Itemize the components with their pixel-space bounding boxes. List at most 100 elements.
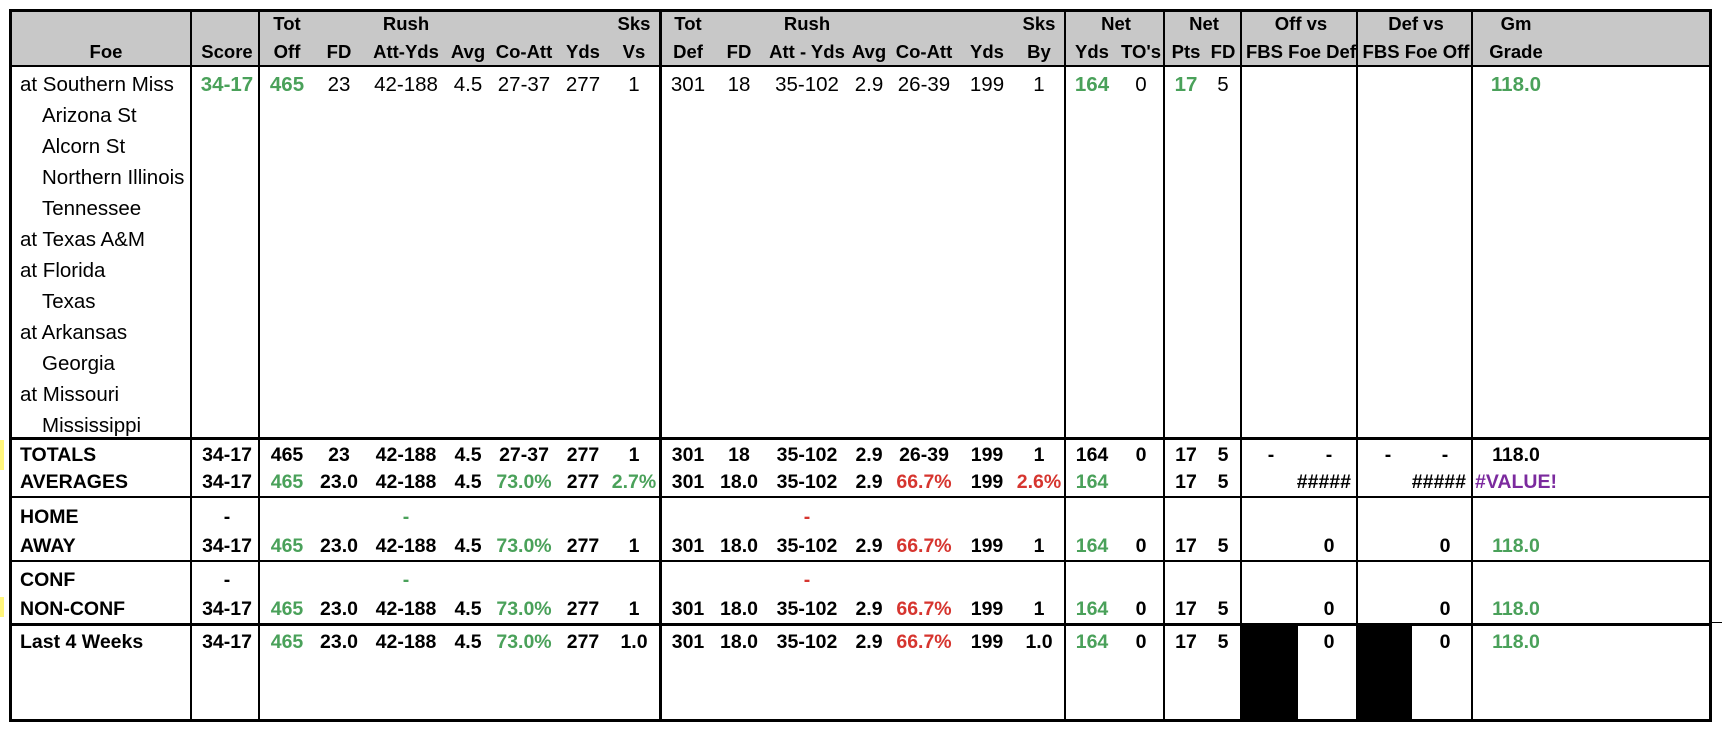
summary-def-co-att: 66.7% <box>896 631 952 653</box>
summary-sks-vs: 1.0 <box>620 631 648 653</box>
def-fd-cell: 18 <box>727 73 751 96</box>
home-label: HOME <box>20 506 79 528</box>
summary-tot-off: 465 <box>270 535 304 557</box>
summary-off-vs: 0 <box>1323 631 1335 653</box>
header-off: Off <box>273 41 301 62</box>
summary-avg: 4.5 <box>454 471 482 493</box>
grid-line <box>659 12 662 722</box>
score-cell: 34-17 <box>200 73 254 96</box>
summary-co-att: 73.0% <box>496 598 552 620</box>
header-grade: Grade <box>1489 41 1543 62</box>
header-def-att-yds: Att - Yds <box>769 41 845 62</box>
summary-avg: 4.5 <box>454 598 482 620</box>
def-avg-cell: 2.9 <box>854 73 884 96</box>
summary-off-vs: 0 <box>1323 598 1335 620</box>
summary-def-avg: 2.9 <box>855 631 883 653</box>
summary-yds: 277 <box>566 535 600 557</box>
summary-def-yds: 199 <box>970 598 1004 620</box>
summary-off-b: - <box>1325 444 1333 466</box>
conf-label: CONF <box>20 569 76 591</box>
summary-def-yds: 199 <box>970 444 1004 466</box>
summary-def-co-att: 66.7% <box>896 598 952 620</box>
header-yds: Yds <box>566 41 600 62</box>
summary-tot-def: 301 <box>671 631 705 653</box>
header-score: Score <box>201 41 253 62</box>
header-def-yds: Yds <box>970 41 1004 62</box>
summary-sks-by: 1 <box>1033 444 1045 466</box>
header-vs: Vs <box>622 41 646 62</box>
summary-def-fd: 18 <box>728 444 750 466</box>
summary-net-pts: 17 <box>1175 471 1197 493</box>
summary-fd: 23.0 <box>320 471 358 493</box>
header-background <box>12 12 1709 65</box>
header-def-avg: Avg <box>851 41 887 62</box>
header-off-vs: Off vs <box>1274 13 1328 34</box>
stats-sheet: Tot Rush Sks Tot Rush Sks Net Net Off vs Def vs Gm… <box>0 9 1722 722</box>
header-sks-by: Sks <box>1022 13 1056 34</box>
summary-sks-by: 1 <box>1033 598 1045 620</box>
tos-cell: 0 <box>1135 73 1147 96</box>
grid-line <box>12 560 1712 562</box>
summary-fd: 23.0 <box>320 535 358 557</box>
header-avg: Avg <box>450 41 486 62</box>
summary-def-rush: 35-102 <box>776 598 838 620</box>
summary-def-avg: 2.9 <box>855 598 883 620</box>
net-yds-cell: 164 <box>1074 73 1110 96</box>
header-net-pts: Net <box>1189 13 1219 34</box>
summary-sks-by: 2.6% <box>1016 471 1062 493</box>
summary-off-vs: 0 <box>1323 535 1335 557</box>
header-att-yds: Att-Yds <box>373 41 439 62</box>
summary-net-fd: 5 <box>1217 535 1229 557</box>
header-tot-def: Tot <box>674 13 702 34</box>
summary-score: 34-17 <box>202 444 252 466</box>
totals-label: TOTALS <box>20 444 97 466</box>
summary-net-yds: 164 <box>1075 444 1109 466</box>
summary-grade: 118.0 <box>1492 631 1540 653</box>
summary-grade: 118.0 <box>1492 598 1540 620</box>
summary-tot-off: 465 <box>270 471 304 493</box>
summary-net-pts: 17 <box>1175 535 1197 557</box>
summary-def-rush: 35-102 <box>776 535 838 557</box>
summary-tot-def: 301 <box>671 444 705 466</box>
yds-cell: 277 <box>565 73 601 96</box>
summary-def-avg: 2.9 <box>855 444 883 466</box>
summary-off-vs: ##### <box>1296 471 1351 493</box>
summary-avg: 4.5 <box>454 444 482 466</box>
net-pts-cell: 17 <box>1174 73 1198 96</box>
grade-cell: 118.0 <box>1490 73 1542 96</box>
summary-def-fd: 18.0 <box>720 598 758 620</box>
def-rush-cell: 35-102 <box>775 73 839 96</box>
summary-rush: 42-188 <box>375 444 437 466</box>
summary-fd: 23.0 <box>320 598 358 620</box>
header-by: By <box>1027 41 1051 62</box>
summary-def-rush: 35-102 <box>776 631 838 653</box>
def-yds-cell: 199 <box>969 73 1005 96</box>
header-rush-def: Rush <box>783 13 831 34</box>
summary-tos: 0 <box>1135 631 1147 653</box>
summary-sks-vs: 2.7% <box>611 471 657 493</box>
summary-yds: 277 <box>566 598 600 620</box>
foe-name: Arizona St <box>42 104 137 127</box>
summary-score: 34-17 <box>202 471 252 493</box>
last4-label: Last 4 Weeks <box>20 631 144 653</box>
summary-def-co-att: 26-39 <box>899 444 949 466</box>
header-co-att: Co-Att <box>495 41 553 62</box>
foe-name: Northern Illinois <box>42 166 185 189</box>
summary-yds: 277 <box>566 471 600 493</box>
summary-net-yds: 164 <box>1075 598 1109 620</box>
summary-def-rush: 35-102 <box>776 444 838 466</box>
summary-net-fd: 5 <box>1217 471 1229 493</box>
summary-fd: 23.0 <box>320 631 358 653</box>
summary-net-fd: 5 <box>1217 598 1229 620</box>
summary-def-rush: 35-102 <box>776 471 838 493</box>
grid-line <box>12 437 1712 440</box>
summary-rush: 42-188 <box>375 631 437 653</box>
summary-def-rush: - <box>803 569 811 591</box>
summary-def-yds: 199 <box>970 471 1004 493</box>
summary-score: - <box>223 506 231 528</box>
summary-grade: 118.0 <box>1492 444 1540 466</box>
summary-sks-vs: 1 <box>628 444 640 466</box>
grid-line <box>12 623 1712 626</box>
summary-rush: - <box>402 569 410 591</box>
grid-line <box>1471 12 1473 722</box>
